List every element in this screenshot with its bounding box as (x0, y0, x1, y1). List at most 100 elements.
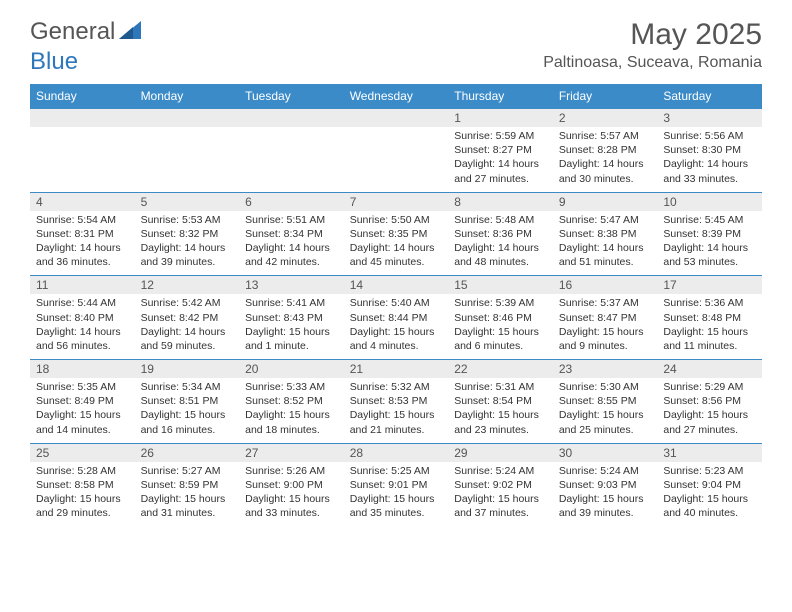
date-cell: Sunrise: 5:42 AMSunset: 8:42 PMDaylight:… (135, 294, 240, 359)
date-number: 3 (657, 109, 762, 128)
date-cell: Sunrise: 5:59 AMSunset: 8:27 PMDaylight:… (448, 127, 553, 192)
weekday-header: Friday (553, 84, 658, 109)
day1-text: Daylight: 15 hours (245, 325, 338, 339)
day2-text: and 39 minutes. (559, 506, 652, 520)
month-title: May 2025 (543, 18, 762, 52)
sunrise-text: Sunrise: 5:51 AM (245, 213, 338, 227)
sunset-text: Sunset: 8:49 PM (36, 394, 129, 408)
date-number (30, 109, 135, 128)
sunrise-text: Sunrise: 5:25 AM (350, 464, 443, 478)
day1-text: Daylight: 15 hours (36, 492, 129, 506)
date-cell: Sunrise: 5:44 AMSunset: 8:40 PMDaylight:… (30, 294, 135, 359)
sunrise-text: Sunrise: 5:53 AM (141, 213, 234, 227)
date-cell: Sunrise: 5:41 AMSunset: 8:43 PMDaylight:… (239, 294, 344, 359)
day2-text: and 45 minutes. (350, 255, 443, 269)
date-number: 26 (135, 443, 240, 462)
day1-text: Daylight: 15 hours (454, 408, 547, 422)
date-number: 9 (553, 192, 658, 211)
sunset-text: Sunset: 8:40 PM (36, 311, 129, 325)
date-cell: Sunrise: 5:23 AMSunset: 9:04 PMDaylight:… (657, 462, 762, 527)
day2-text: and 29 minutes. (36, 506, 129, 520)
sunset-text: Sunset: 8:54 PM (454, 394, 547, 408)
sunset-text: Sunset: 8:55 PM (559, 394, 652, 408)
day1-text: Daylight: 14 hours (663, 241, 756, 255)
day2-text: and 9 minutes. (559, 339, 652, 353)
day2-text: and 59 minutes. (141, 339, 234, 353)
weekday-header: Sunday (30, 84, 135, 109)
sunrise-text: Sunrise: 5:48 AM (454, 213, 547, 227)
sunrise-text: Sunrise: 5:50 AM (350, 213, 443, 227)
day1-text: Daylight: 15 hours (141, 492, 234, 506)
date-number: 25 (30, 443, 135, 462)
date-number: 24 (657, 360, 762, 379)
date-cell: Sunrise: 5:34 AMSunset: 8:51 PMDaylight:… (135, 378, 240, 443)
day2-text: and 35 minutes. (350, 506, 443, 520)
weekday-header: Monday (135, 84, 240, 109)
sunrise-text: Sunrise: 5:35 AM (36, 380, 129, 394)
date-number-row: 123 (30, 109, 762, 128)
sunset-text: Sunset: 8:42 PM (141, 311, 234, 325)
day2-text: and 18 minutes. (245, 423, 338, 437)
date-cell: Sunrise: 5:27 AMSunset: 8:59 PMDaylight:… (135, 462, 240, 527)
weekday-header-row: Sunday Monday Tuesday Wednesday Thursday… (30, 84, 762, 109)
day2-text: and 30 minutes. (559, 172, 652, 186)
sunrise-text: Sunrise: 5:39 AM (454, 296, 547, 310)
sunrise-text: Sunrise: 5:29 AM (663, 380, 756, 394)
day1-text: Daylight: 15 hours (350, 492, 443, 506)
sunrise-text: Sunrise: 5:33 AM (245, 380, 338, 394)
date-number: 5 (135, 192, 240, 211)
sunset-text: Sunset: 8:34 PM (245, 227, 338, 241)
date-number: 6 (239, 192, 344, 211)
day1-text: Daylight: 15 hours (559, 325, 652, 339)
date-cell: Sunrise: 5:31 AMSunset: 8:54 PMDaylight:… (448, 378, 553, 443)
date-cell: Sunrise: 5:40 AMSunset: 8:44 PMDaylight:… (344, 294, 449, 359)
sunrise-text: Sunrise: 5:57 AM (559, 129, 652, 143)
location-label: Paltinoasa, Suceava, Romania (543, 54, 762, 72)
sunrise-text: Sunrise: 5:56 AM (663, 129, 756, 143)
brand-text-1: General (30, 18, 115, 46)
sunset-text: Sunset: 9:02 PM (454, 478, 547, 492)
date-cell (30, 127, 135, 192)
title-block: May 2025 Paltinoasa, Suceava, Romania (543, 18, 762, 72)
day1-text: Daylight: 15 hours (141, 408, 234, 422)
sunset-text: Sunset: 8:36 PM (454, 227, 547, 241)
day1-text: Daylight: 14 hours (245, 241, 338, 255)
date-number: 30 (553, 443, 658, 462)
day1-text: Daylight: 15 hours (350, 325, 443, 339)
sunrise-text: Sunrise: 5:36 AM (663, 296, 756, 310)
brand-logo: General (30, 18, 141, 46)
day1-text: Daylight: 15 hours (245, 492, 338, 506)
day2-text: and 39 minutes. (141, 255, 234, 269)
date-number: 13 (239, 276, 344, 295)
date-number: 11 (30, 276, 135, 295)
date-cell: Sunrise: 5:28 AMSunset: 8:58 PMDaylight:… (30, 462, 135, 527)
day2-text: and 51 minutes. (559, 255, 652, 269)
sunrise-text: Sunrise: 5:26 AM (245, 464, 338, 478)
sunset-text: Sunset: 8:27 PM (454, 143, 547, 157)
sunrise-text: Sunrise: 5:28 AM (36, 464, 129, 478)
date-cell: Sunrise: 5:37 AMSunset: 8:47 PMDaylight:… (553, 294, 658, 359)
date-number: 1 (448, 109, 553, 128)
page-header: General May 2025 Paltinoasa, Suceava, Ro… (0, 0, 792, 78)
sunset-text: Sunset: 8:51 PM (141, 394, 234, 408)
date-cell: Sunrise: 5:33 AMSunset: 8:52 PMDaylight:… (239, 378, 344, 443)
date-number: 17 (657, 276, 762, 295)
day2-text: and 42 minutes. (245, 255, 338, 269)
date-cell: Sunrise: 5:39 AMSunset: 8:46 PMDaylight:… (448, 294, 553, 359)
date-data-row: Sunrise: 5:44 AMSunset: 8:40 PMDaylight:… (30, 294, 762, 359)
sunset-text: Sunset: 8:44 PM (350, 311, 443, 325)
day1-text: Daylight: 15 hours (36, 408, 129, 422)
sunset-text: Sunset: 8:31 PM (36, 227, 129, 241)
date-number: 15 (448, 276, 553, 295)
date-cell: Sunrise: 5:47 AMSunset: 8:38 PMDaylight:… (553, 211, 658, 276)
sunset-text: Sunset: 8:47 PM (559, 311, 652, 325)
date-cell: Sunrise: 5:32 AMSunset: 8:53 PMDaylight:… (344, 378, 449, 443)
date-number: 22 (448, 360, 553, 379)
day2-text: and 33 minutes. (245, 506, 338, 520)
date-cell: Sunrise: 5:45 AMSunset: 8:39 PMDaylight:… (657, 211, 762, 276)
day2-text: and 36 minutes. (36, 255, 129, 269)
date-number: 2 (553, 109, 658, 128)
date-cell: Sunrise: 5:50 AMSunset: 8:35 PMDaylight:… (344, 211, 449, 276)
sunrise-text: Sunrise: 5:54 AM (36, 213, 129, 227)
day2-text: and 40 minutes. (663, 506, 756, 520)
